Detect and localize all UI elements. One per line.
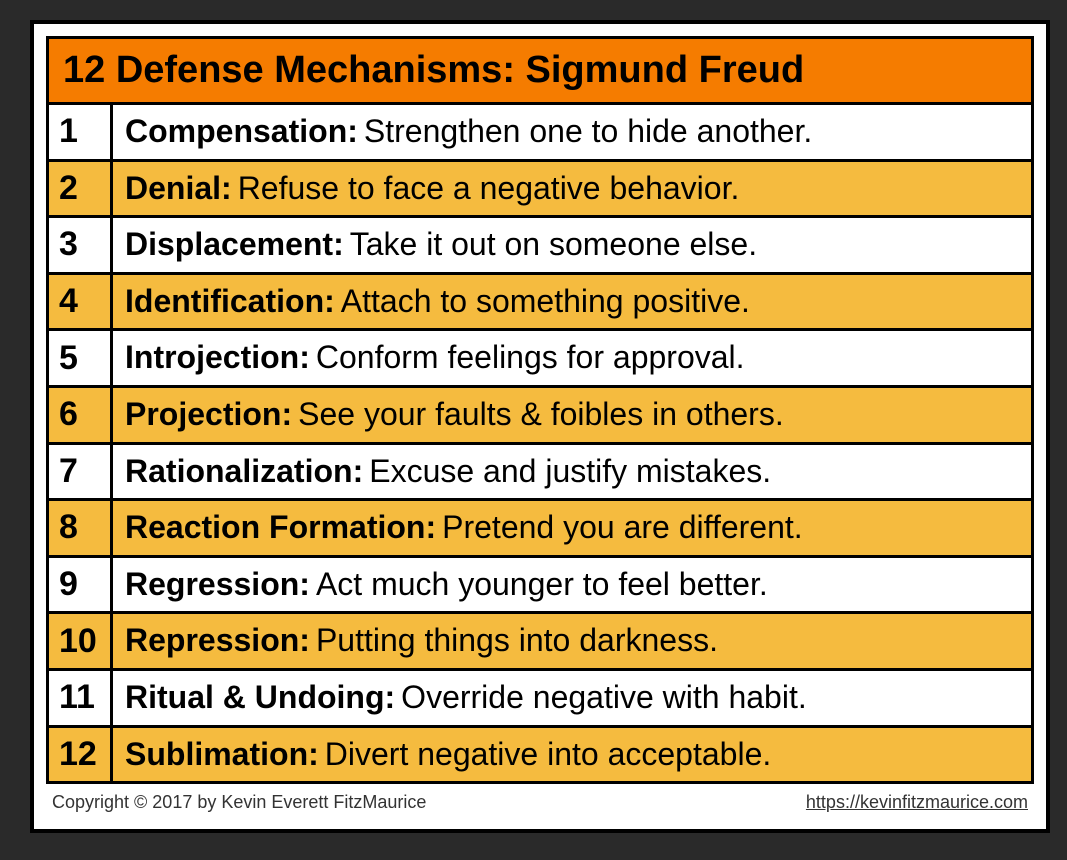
row-text: Rationalization: Excuse and justify mist… <box>113 445 1031 499</box>
row-number: 10 <box>49 614 113 668</box>
description: Refuse to face a negative behavior. <box>238 168 740 210</box>
title-text: 12 Defense Mechanisms: Sigmund Freud <box>63 49 804 91</box>
term: Rationalization: <box>125 451 363 493</box>
description: Attach to something positive. <box>341 281 750 323</box>
term: Ritual & Undoing: <box>125 677 395 719</box>
copyright-text: Copyright © 2017 by Kevin Everett FitzMa… <box>52 792 426 813</box>
mechanisms-table: 1 Compensation: Strengthen one to hide a… <box>46 105 1034 784</box>
description: Strengthen one to hide another. <box>364 111 812 153</box>
row-number: 1 <box>49 105 113 159</box>
row-text: Projection: See your faults & foibles in… <box>113 388 1031 442</box>
table-row: 3 Displacement: Take it out on someone e… <box>49 218 1031 275</box>
row-text: Compensation: Strengthen one to hide ano… <box>113 105 1031 159</box>
table-row: 7 Rationalization: Excuse and justify mi… <box>49 445 1031 502</box>
table-row: 6 Projection: See your faults & foibles … <box>49 388 1031 445</box>
table-row: 11 Ritual & Undoing: Override negative w… <box>49 671 1031 728</box>
term: Reaction Formation: <box>125 507 436 549</box>
footer: Copyright © 2017 by Kevin Everett FitzMa… <box>46 784 1034 817</box>
row-text: Introjection: Conform feelings for appro… <box>113 331 1031 385</box>
row-text: Displacement: Take it out on someone els… <box>113 218 1031 272</box>
table-row: 1 Compensation: Strengthen one to hide a… <box>49 105 1031 162</box>
description: Conform feelings for approval. <box>316 337 745 379</box>
term: Regression: <box>125 564 310 606</box>
table-row: 2 Denial: Refuse to face a negative beha… <box>49 162 1031 219</box>
description: Excuse and justify mistakes. <box>369 451 771 493</box>
term: Introjection: <box>125 337 310 379</box>
row-number: 9 <box>49 558 113 612</box>
row-text: Ritual & Undoing: Override negative with… <box>113 671 1031 725</box>
term: Repression: <box>125 620 310 662</box>
description: Act much younger to feel better. <box>316 564 768 606</box>
row-text: Denial: Refuse to face a negative behavi… <box>113 162 1031 216</box>
row-number: 8 <box>49 501 113 555</box>
row-number: 11 <box>49 671 113 725</box>
table-row: 10 Repression: Putting things into darkn… <box>49 614 1031 671</box>
source-link[interactable]: https://kevinfitzmaurice.com <box>806 792 1028 813</box>
table-row: 8 Reaction Formation: Pretend you are di… <box>49 501 1031 558</box>
term: Denial: <box>125 168 232 210</box>
description: Pretend you are different. <box>442 507 803 549</box>
row-text: Reaction Formation: Pretend you are diff… <box>113 501 1031 555</box>
description: Take it out on someone else. <box>350 224 757 266</box>
term: Projection: <box>125 394 292 436</box>
row-text: Sublimation: Divert negative into accept… <box>113 728 1031 782</box>
row-text: Identification: Attach to something posi… <box>113 275 1031 329</box>
title-bar: 12 Defense Mechanisms: Sigmund Freud <box>46 36 1034 105</box>
table-row: 12 Sublimation: Divert negative into acc… <box>49 728 1031 782</box>
term: Compensation: <box>125 111 358 153</box>
row-number: 2 <box>49 162 113 216</box>
row-number: 12 <box>49 728 113 782</box>
table-row: 5 Introjection: Conform feelings for app… <box>49 331 1031 388</box>
row-number: 7 <box>49 445 113 499</box>
row-number: 4 <box>49 275 113 329</box>
description: Override negative with habit. <box>401 677 807 719</box>
row-number: 6 <box>49 388 113 442</box>
infographic-card: 12 Defense Mechanisms: Sigmund Freud 1 C… <box>30 20 1050 833</box>
row-number: 5 <box>49 331 113 385</box>
term: Sublimation: <box>125 734 319 776</box>
row-number: 3 <box>49 218 113 272</box>
row-text: Repression: Putting things into darkness… <box>113 614 1031 668</box>
table-row: 9 Regression: Act much younger to feel b… <box>49 558 1031 615</box>
description: Putting things into darkness. <box>316 620 718 662</box>
term: Identification: <box>125 281 335 323</box>
term: Displacement: <box>125 224 344 266</box>
row-text: Regression: Act much younger to feel bet… <box>113 558 1031 612</box>
description: Divert negative into acceptable. <box>325 734 771 776</box>
table-row: 4 Identification: Attach to something po… <box>49 275 1031 332</box>
description: See your faults & foibles in others. <box>298 394 784 436</box>
